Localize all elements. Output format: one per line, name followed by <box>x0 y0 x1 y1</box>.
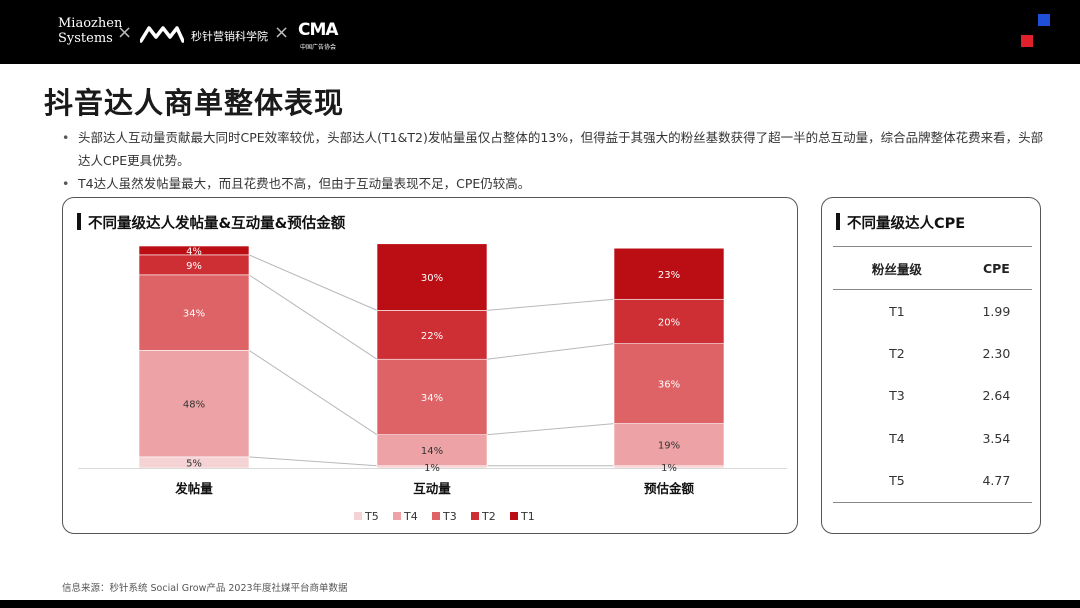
bar-segment <box>376 434 488 467</box>
data-label: 36% <box>658 380 680 391</box>
miaozhen-logo: Miaozhen Systems <box>58 16 122 46</box>
source-footnote: 信息来源：秒针系统 Social Grow产品 2023年度社媒平台商单数据 <box>62 583 348 594</box>
bullet-item: T4达人虽然发帖量最大，而且花费也不高，但由于互动量表现不足，CPE仍较高。 <box>62 172 1052 195</box>
bullet-item: 头部达人互动量贡献最大同时CPE效率较优，头部达人(T1&T2)发帖量虽仅占整体… <box>62 126 1052 172</box>
cpe-cell: 3.54 <box>982 430 1011 446</box>
bar-segment <box>138 350 250 458</box>
legend-swatch <box>471 512 479 520</box>
cpe-cell: 4.77 <box>960 459 1032 503</box>
bar-segment <box>138 245 250 256</box>
legend-label: T2 <box>481 510 496 523</box>
mk-logo-icon <box>140 26 184 43</box>
chart-panel-title: 不同量级达人发帖量&互动量&预估金额 <box>77 212 345 233</box>
page-title: 抖音达人商单整体表现 <box>44 86 345 120</box>
legend-label: T5 <box>364 510 379 523</box>
cpe-cell: 2.30 <box>982 345 1011 361</box>
bar-segment <box>376 358 488 436</box>
legend-label: T3 <box>442 510 457 523</box>
data-label: 9% <box>186 261 202 272</box>
table-row: T2 2.30 <box>833 332 1032 375</box>
data-label: 23% <box>658 270 680 281</box>
data-label: 20% <box>658 317 680 328</box>
data-label: 14% <box>421 446 443 457</box>
red-square-decoration <box>1021 35 1033 47</box>
bar-segment <box>376 310 488 360</box>
separator-cross: × <box>117 22 133 43</box>
separator-cross: × <box>274 22 290 43</box>
bar-segment <box>613 298 725 344</box>
legend-swatch <box>354 512 362 520</box>
data-label: 4% <box>186 246 202 257</box>
connector-line <box>248 349 378 436</box>
table-row: T1 1.99 <box>833 290 1032 333</box>
cma-logo-subtext: 中国广告协会 <box>300 44 337 51</box>
legend-swatch <box>393 512 401 520</box>
column-header-cpe: CPE <box>960 246 1032 290</box>
connector-line <box>248 274 378 360</box>
column-header-tier: 粉丝量级 <box>833 246 961 290</box>
table-header-row: 粉丝量级 CPE <box>833 246 1032 290</box>
data-label: 30% <box>421 273 443 284</box>
mk-academy-label: 秒针营销科学院 <box>191 30 268 43</box>
tier-cell: T1 <box>889 303 905 319</box>
legend-swatch <box>432 512 440 520</box>
connector-line <box>248 254 378 311</box>
cpe-table: 粉丝量级 CPE T1 1.99 T2 2.30 T3 2.64 T4 3.54… <box>833 246 1032 503</box>
bar-segment <box>613 423 725 467</box>
category-label: 发帖量 <box>174 481 213 496</box>
data-label: 19% <box>658 441 680 452</box>
bar-segment <box>376 243 488 311</box>
connector-line <box>486 343 615 360</box>
data-label: 1% <box>661 463 677 474</box>
category-label: 预估金额 <box>644 481 695 496</box>
legend-label: T4 <box>403 510 418 523</box>
category-label: 互动量 <box>413 481 451 496</box>
brand-line-2: Systems <box>58 31 113 46</box>
tier-cell: T4 <box>889 430 905 446</box>
connector-line <box>486 423 615 436</box>
data-label: 1% <box>424 463 440 474</box>
cma-logo: CMA <box>298 20 339 40</box>
summary-bullets: 头部达人互动量贡献最大同时CPE效率较优，头部达人(T1&T2)发帖量虽仅占整体… <box>62 126 1052 195</box>
connector-line <box>486 298 615 311</box>
data-label: 34% <box>183 309 205 320</box>
tier-cell: T2 <box>889 345 905 361</box>
blue-square-decoration <box>1038 14 1050 26</box>
top-bar: Miaozhen Systems × 秒针营销科学院 × CMA 中国广告协会 <box>0 0 1080 64</box>
data-label: 5% <box>186 458 202 469</box>
data-label: 22% <box>421 331 443 342</box>
table-row: T5 4.77 <box>833 459 1032 503</box>
cpe-cell: 1.99 <box>982 303 1011 319</box>
bar-segment <box>613 247 725 300</box>
bottom-bar <box>0 600 1080 608</box>
table-row: T4 3.54 <box>833 417 1032 460</box>
bar-segment <box>613 343 725 424</box>
data-label: 34% <box>421 393 443 404</box>
tier-cell: T5 <box>833 459 961 503</box>
legend-swatch <box>510 512 518 520</box>
cpe-cell: 2.64 <box>982 388 1011 404</box>
brand-line-1: Miaozhen <box>58 16 123 31</box>
table-row: T3 2.64 <box>833 375 1032 418</box>
cpe-panel-title: 不同量级达人CPE <box>836 212 965 233</box>
legend-label: T1 <box>520 510 535 523</box>
tier-cell: T3 <box>889 388 905 404</box>
data-label: 48% <box>183 400 205 411</box>
connector-line <box>248 456 378 467</box>
